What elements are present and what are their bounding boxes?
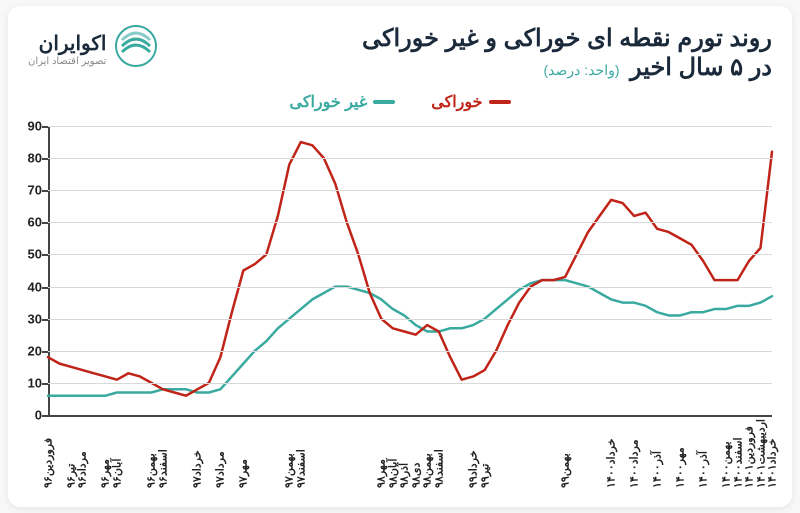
legend-label-food: خوراکی — [431, 92, 482, 112]
legend-swatch-nonfood — [373, 100, 395, 104]
x-label: آذر۱۴۰۰ — [697, 451, 710, 488]
grid-line — [48, 254, 772, 255]
title-line1: روند تورم نقطه ای خوراکی و غیر خوراکی — [362, 24, 772, 53]
title-line2: در ۵ سال اخیر — [630, 54, 772, 81]
brand-logo: اکوایران تصویر اقتصاد ایران — [28, 24, 158, 73]
grid-line — [48, 190, 772, 191]
x-label: مهر۱۴۰۰ — [674, 447, 687, 488]
y-label: 70 — [16, 183, 42, 198]
y-label: 60 — [16, 215, 42, 230]
logo-icon — [114, 24, 158, 73]
legend-label-nonfood: غیر خوراکی — [289, 92, 367, 112]
header: روند تورم نقطه ای خوراکی و غیر خوراکی در… — [28, 24, 772, 82]
grid-line — [48, 383, 772, 384]
grid-line — [48, 319, 772, 320]
x-label: اسفند۹۸ — [432, 449, 445, 488]
y-label: 40 — [16, 279, 42, 294]
x-label: اسفند۹۶ — [156, 449, 169, 488]
x-label: مرداد۱۴۰۰ — [628, 440, 641, 488]
grid-line — [48, 158, 772, 159]
y-tick — [42, 415, 48, 417]
x-label: خرداد۱۴۰۱ — [766, 439, 779, 488]
legend: خوراکی غیر خوراکی — [28, 92, 772, 112]
y-label: 50 — [16, 247, 42, 262]
y-tick — [42, 383, 48, 385]
x-label: مرداد۹۶ — [76, 451, 89, 488]
chart-area: 0102030405060708090 — [48, 126, 772, 417]
plot-svg — [48, 126, 772, 415]
series-line — [48, 142, 772, 396]
legend-swatch-food — [489, 100, 511, 104]
y-label: 90 — [16, 119, 42, 134]
x-axis-labels: فروردین۹۶تیر۹۶مرداد۹۶مهر۹۶آبان۹۶بهمن۹۶اس… — [48, 419, 772, 501]
unit-label: (واحد: درصد) — [544, 62, 620, 78]
x-label: فروردین۹۶ — [42, 438, 55, 488]
y-tick — [42, 287, 48, 289]
grid-line — [48, 351, 772, 352]
x-label: مهر۹۷ — [237, 459, 250, 488]
x-label: خرداد۹۷ — [191, 450, 204, 488]
x-label: آذر۱۴۰۰ — [651, 451, 664, 488]
x-label: آبان۹۶ — [110, 459, 123, 488]
logo-name: اکوایران — [28, 31, 106, 56]
chart-card: روند تورم نقطه ای خوراکی و غیر خوراکی در… — [8, 6, 792, 507]
y-label: 30 — [16, 311, 42, 326]
logo-tagline: تصویر اقتصاد ایران — [28, 56, 106, 67]
x-label: مرداد۹۷ — [214, 451, 227, 488]
y-label: 20 — [16, 343, 42, 358]
x-label: بهمن۹۹ — [559, 453, 572, 488]
y-tick — [42, 126, 48, 128]
y-tick — [42, 190, 48, 192]
grid-line — [48, 287, 772, 288]
grid-line — [48, 222, 772, 223]
series-line — [48, 280, 772, 396]
y-label: 10 — [16, 375, 42, 390]
title-block: روند تورم نقطه ای خوراکی و غیر خوراکی در… — [362, 24, 772, 82]
y-tick — [42, 222, 48, 224]
legend-item-nonfood: غیر خوراکی — [289, 92, 395, 112]
grid-line — [48, 126, 772, 127]
y-label: 0 — [16, 408, 42, 423]
y-tick — [42, 254, 48, 256]
legend-item-food: خوراکی — [431, 92, 510, 112]
x-label: تیر۹۹ — [478, 464, 491, 488]
y-tick — [42, 351, 48, 353]
y-tick — [42, 158, 48, 160]
y-label: 80 — [16, 151, 42, 166]
x-label: اسفند۹۷ — [294, 449, 307, 488]
x-label: خرداد۱۴۰۰ — [605, 439, 618, 488]
y-tick — [42, 319, 48, 321]
